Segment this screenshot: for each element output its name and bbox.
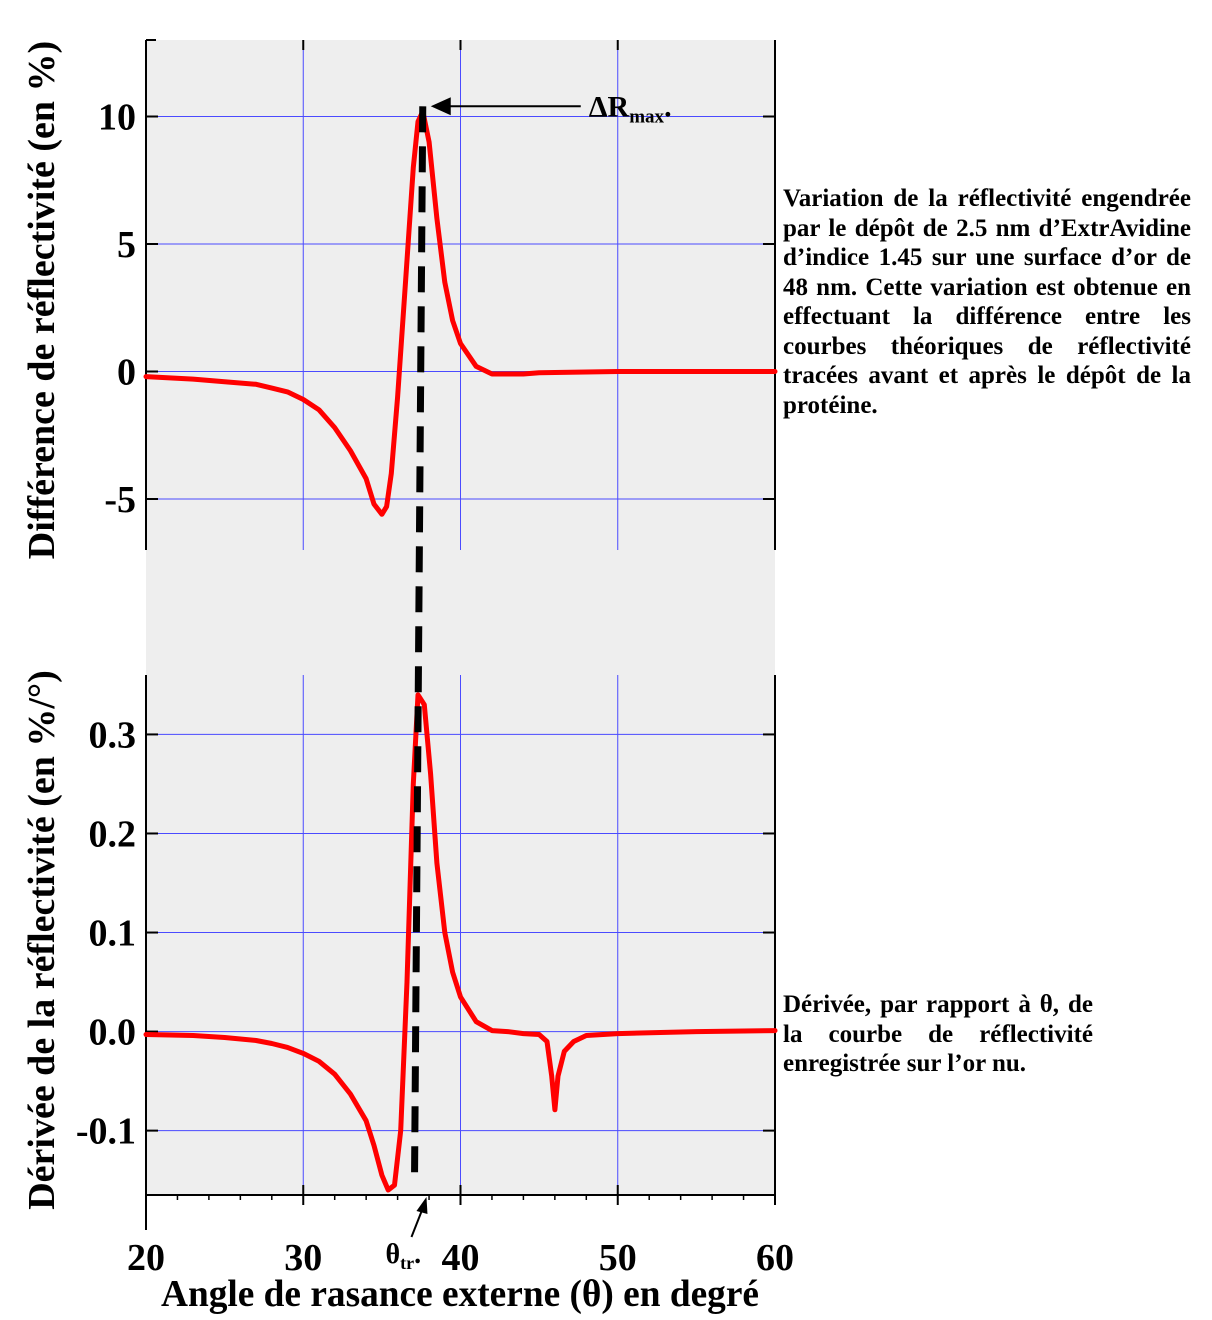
top-y-tick-label: 5 — [117, 224, 136, 266]
theta-tr-arrowhead — [416, 1197, 428, 1214]
bottom-caption: Dérivée, par rapport à θ, de la courbe d… — [783, 991, 1093, 1077]
x-axis-ticks: 20 30 40 50 60 — [127, 40, 794, 1279]
reflectivity-derivative-curve — [143, 692, 778, 1193]
x-tick-label: 40 — [442, 1237, 480, 1279]
bottom-y-axis-ticks: -0.1 0.0 0.1 0.2 0.3 — [76, 714, 775, 1153]
top-y-axis-title: Différence de réflectivité (en %) — [21, 41, 63, 559]
theta-tr-label: θtr. — [385, 1239, 421, 1273]
x-tick-label: 50 — [599, 1237, 637, 1279]
theta-tr-annotation: θtr. — [385, 1197, 428, 1273]
top-y-axis-ticks: -5 0 5 10 — [98, 97, 775, 521]
top-caption: Variation de la réflectivité engendrée p… — [783, 185, 1191, 419]
transition-angle-dashed-line — [410, 106, 427, 1186]
x-tick-label: 20 — [127, 1237, 165, 1279]
bottom-y-tick-label: 0.1 — [89, 913, 137, 955]
x-tick-label: 60 — [756, 1237, 794, 1279]
bottom-y-tick-label: 0.2 — [89, 813, 137, 855]
top-y-tick-label: -5 — [104, 479, 136, 521]
x-axis-title: Angle de rasance externe (θ) en degré — [161, 1273, 759, 1315]
reflectivity-difference-curve — [143, 108, 778, 517]
top-axes — [145, 39, 776, 550]
gap-area — [146, 550, 775, 675]
top-y-tick-label: 10 — [98, 97, 136, 139]
top-y-tick-label: 0 — [117, 352, 136, 394]
delta-r-max-annotation: ΔRmax. — [430, 90, 672, 127]
theta-tr-arrow — [410, 1208, 424, 1238]
delta-r-max-label: ΔRmax. — [589, 90, 672, 127]
bottom-y-tick-label: -0.1 — [76, 1111, 136, 1153]
bottom-y-tick-label: 0.0 — [89, 1012, 137, 1054]
bottom-y-axis-title: Dérivée de la réflectivité (en %/°) — [21, 670, 63, 1210]
delta-r-max-arrowhead — [430, 97, 451, 116]
bottom-gridlines — [146, 675, 775, 1195]
bottom-y-tick-label: 0.3 — [89, 714, 137, 756]
x-tick-label: 30 — [284, 1237, 322, 1279]
